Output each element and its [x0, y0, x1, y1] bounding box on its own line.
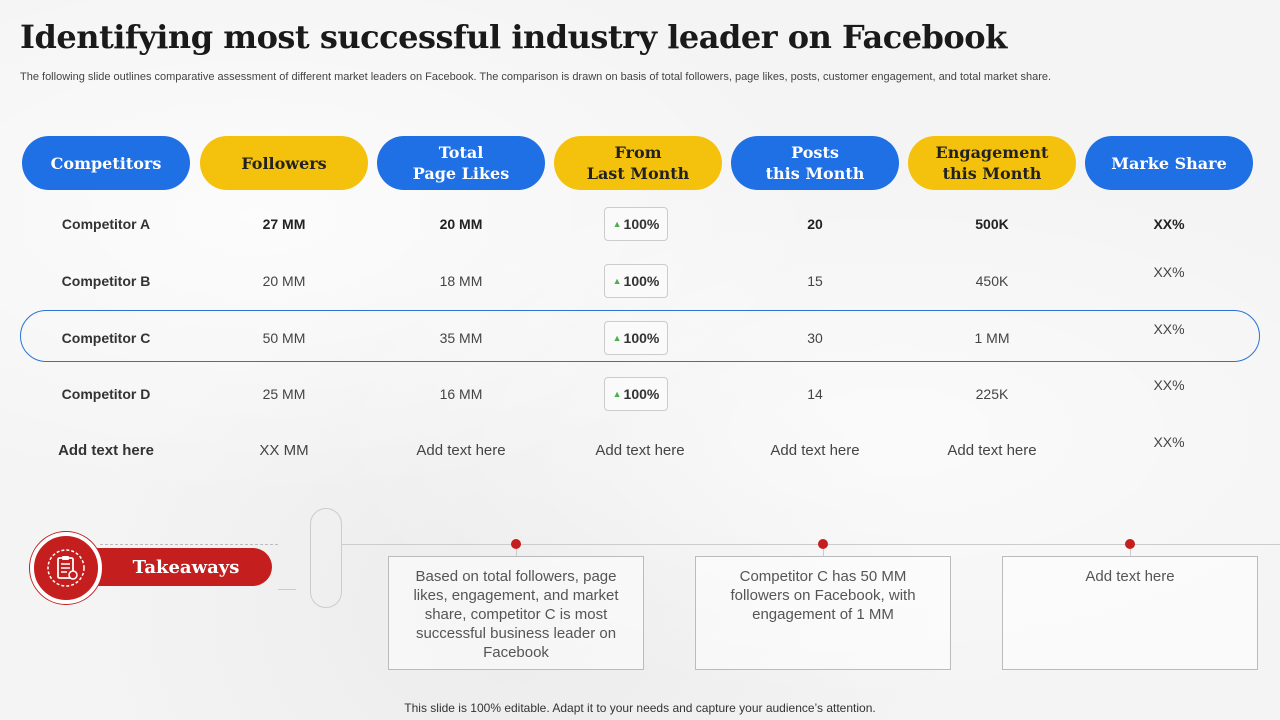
row-d-engagement: 225K	[975, 386, 1009, 402]
row-b-name: Competitor B	[61, 273, 151, 289]
header-page-likes: Total Page Likes	[377, 136, 545, 190]
timeline-hook	[310, 508, 342, 608]
row-b-posts: 15	[807, 273, 823, 289]
takeaway-box-2: Competitor C has 50 MM followers on Face…	[695, 556, 951, 670]
timeline-dot-2	[818, 539, 828, 549]
row-d-likes: 16 MM	[439, 386, 483, 402]
row-a-name: Competitor A	[61, 216, 151, 232]
header-engagement: Engagement this Month	[908, 136, 1076, 190]
row-a-posts: 20	[807, 216, 823, 232]
row-e-change: Add text here	[595, 442, 685, 459]
row-c-name: Competitor C	[61, 330, 151, 346]
row-d-change: 100%	[623, 386, 660, 402]
row-c-posts: 30	[807, 330, 823, 346]
header-followers: Followers	[200, 136, 368, 190]
row-e-name: Add text here	[58, 442, 154, 459]
row-b-share: XX%	[1153, 264, 1185, 280]
row-b-change: 100%	[623, 273, 660, 289]
row-c-change: 100%	[623, 330, 660, 346]
timeline-stem-2	[823, 549, 824, 557]
row-b-likes: 18 MM	[439, 273, 483, 289]
row-a-share: XX%	[1153, 216, 1185, 232]
row-b-followers: 20 MM	[262, 273, 306, 289]
timeline-hook-link	[278, 589, 296, 590]
row-e-share: XX%	[1153, 434, 1185, 450]
row-d-change-badge: ▲ 100%	[604, 377, 668, 411]
row-c-change-badge: ▲ 100%	[604, 321, 668, 355]
highlight-row-competitor-c	[20, 310, 1260, 362]
row-a-followers: 27 MM	[262, 216, 306, 232]
row-e-likes: Add text here	[416, 442, 506, 459]
row-d-followers: 25 MM	[262, 386, 306, 402]
takeaway-box-1: Based on total followers, page likes, en…	[388, 556, 644, 670]
row-c-followers: 50 MM	[262, 330, 306, 346]
row-e-posts: Add text here	[770, 442, 860, 459]
timeline-dot-3	[1125, 539, 1135, 549]
row-b-engagement: 450K	[975, 273, 1009, 289]
takeaways-dashed-line	[100, 544, 278, 545]
page-title: Identifying most successful industry lea…	[20, 18, 1007, 56]
timeline-line	[342, 544, 1280, 545]
row-c-share: XX%	[1153, 321, 1185, 337]
row-d-share: XX%	[1153, 377, 1185, 393]
up-arrow-icon: ▲	[612, 389, 622, 399]
footer-note: This slide is 100% editable. Adapt it to…	[404, 701, 876, 715]
up-arrow-icon: ▲	[612, 333, 622, 343]
row-d-posts: 14	[807, 386, 823, 402]
row-c-likes: 35 MM	[439, 330, 483, 346]
timeline-stem-3	[1130, 549, 1131, 557]
row-d-name: Competitor D	[61, 386, 151, 402]
up-arrow-icon: ▲	[612, 276, 622, 286]
page-subtitle: The following slide outlines comparative…	[20, 71, 1052, 83]
row-a-change: 100%	[623, 216, 660, 232]
row-e-followers: XX MM	[259, 442, 309, 459]
header-competitors: Competitors	[22, 136, 190, 190]
header-last-month: From Last Month	[554, 136, 722, 190]
takeaways-label: Takeaways	[86, 548, 272, 586]
row-a-engagement: 500K	[975, 216, 1009, 232]
header-posts: Posts this Month	[731, 136, 899, 190]
timeline-dot-1	[511, 539, 521, 549]
takeaway-box-3: Add text here	[1002, 556, 1258, 670]
timeline-stem-1	[516, 549, 517, 557]
row-a-likes: 20 MM	[439, 216, 483, 232]
row-b-change-badge: ▲ 100%	[604, 264, 668, 298]
row-c-engagement: 1 MM	[974, 330, 1010, 346]
up-arrow-icon: ▲	[612, 219, 622, 229]
header-market-share: Marke Share	[1085, 136, 1253, 190]
clipboard-icon	[47, 549, 85, 587]
takeaways-badge	[30, 532, 102, 604]
row-a-change-badge: ▲ 100%	[604, 207, 668, 241]
row-e-engagement: Add text here	[947, 442, 1037, 459]
